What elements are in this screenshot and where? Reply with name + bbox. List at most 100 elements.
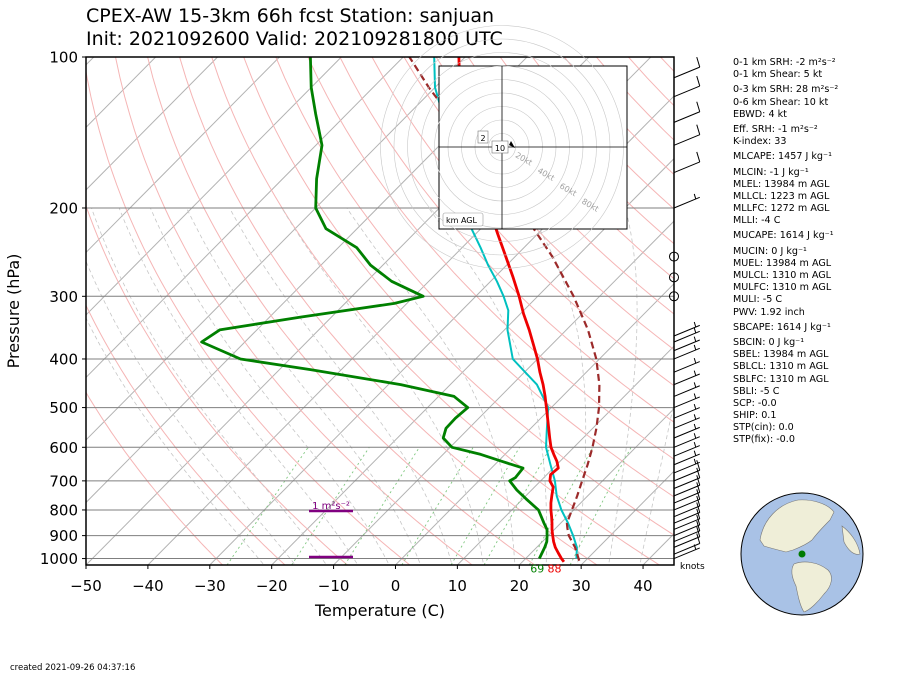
- moist-adiabat-line: [526, 207, 587, 565]
- wind-barb-staff: [673, 491, 700, 504]
- isotherm-line: [86, 57, 404, 379]
- station-marker: [798, 550, 806, 558]
- wind-barb-staff: [673, 530, 700, 543]
- wind-barb-flag: [696, 482, 701, 493]
- parameter-line: MLCAPE: 1457 J kg⁻¹: [733, 151, 832, 163]
- dry-adiabat-line: [86, 68, 411, 565]
- moist-adiabat-line: [281, 207, 484, 565]
- parameter-line: SBEL: 13984 m AGL: [733, 349, 829, 361]
- wind-barb-staff: [673, 461, 700, 474]
- wind-barb-staff: [673, 339, 700, 352]
- skewt-chart: −50 −40 −30 −20 −10 0 10 20 30 40 100 200 300 400 500…: [4, 25, 705, 620]
- moist-adiabat-line: [118, 207, 359, 565]
- wind-barb-half-flag: [693, 404, 697, 410]
- isotherm-line: [86, 57, 157, 129]
- hodograph-legend-box: [442, 212, 484, 227]
- dry-adiabat-line: [243, 57, 674, 536]
- mixing-ratio-line: [483, 447, 551, 565]
- moist-adiabat-line: [86, 317, 265, 565]
- wind-barb-staff: [673, 161, 700, 174]
- wind-barb-half-flag: [693, 336, 697, 342]
- mixing-ratio-line: [344, 447, 420, 565]
- dry-adiabat-line: [147, 57, 536, 565]
- isotherm-line: [86, 57, 218, 191]
- parameter-line: MULCL: 1310 m AGL: [733, 270, 832, 281]
- wind-barb-half-flag: [693, 193, 697, 200]
- hodograph-height-label: 2: [480, 134, 485, 143]
- moist-adiabat-line: [608, 207, 638, 565]
- isotherm-line: [86, 57, 466, 441]
- wind-barb-staff: [673, 436, 700, 448]
- hodograph-height-label: 10: [495, 144, 505, 153]
- mixing-ratio-line: [401, 447, 474, 565]
- wind-barb-flag: [696, 502, 701, 513]
- x-tick-label: 30: [572, 577, 591, 595]
- parameter-line: STP(cin): 0.0: [733, 422, 794, 434]
- hodograph-legend-label: km AGL: [446, 216, 478, 225]
- dewpoint-profile-line: [200, 57, 549, 560]
- wind-barb-half-flag: [693, 450, 697, 456]
- parameter-list: 0-1 km SRH: -2 m²s⁻² 0-1 km Shear: 5 kt 0-…: [733, 57, 838, 447]
- dry-adiabat-line: [275, 57, 674, 498]
- dry-adiabat-line: [467, 57, 674, 280]
- parameter-line: 0-3 km SRH: 28 m²s⁻²: [733, 84, 839, 96]
- wind-barb-staff: [673, 417, 700, 429]
- mixing-ratio-line: [291, 447, 370, 565]
- wind-barb-half-flag: [693, 357, 697, 364]
- wind-barb-staff: [673, 445, 700, 457]
- dry-adiabat-line: [403, 57, 674, 351]
- wind-barb-half-flag: [693, 321, 697, 328]
- wind-barb-half-flag: [693, 344, 697, 351]
- wind-barb-flag: [696, 495, 701, 507]
- parameter-line: K-index: 33: [733, 136, 787, 148]
- parameter-line: SBCIN: 0 J kg⁻¹: [733, 336, 805, 348]
- surface-temperature-f-label: 88: [548, 563, 562, 576]
- helicity-label: 1 m²s⁻²: [312, 501, 350, 512]
- parameter-line: SBLCL: 1310 m AGL: [733, 361, 829, 373]
- y-tick-label: 200: [49, 199, 78, 217]
- hodograph-height-box: [491, 140, 509, 154]
- wind-barb-staff: [673, 547, 700, 560]
- wind-barb-staff: [673, 477, 700, 489]
- dry-adiabat-line: [435, 57, 674, 315]
- y-tick-label: 300: [49, 288, 78, 306]
- north-america-shape: [759, 499, 835, 553]
- parameter-line: SHIP: 0.1: [733, 410, 777, 422]
- parameter-line: MUEL: 13984 m AGL: [733, 257, 832, 269]
- y-tick-label: 900: [49, 527, 78, 545]
- wind-barb-half-flag: [693, 441, 697, 448]
- parameter-line: 0-1 km Shear: 5 kt: [733, 69, 823, 81]
- x-tick-label: 20: [510, 577, 529, 595]
- wind-barb-flag: [696, 75, 701, 87]
- wind-barb-half-flag: [693, 458, 697, 465]
- wind-barb-flag: [696, 101, 701, 112]
- africa-edge-shape: [841, 525, 861, 555]
- temperature-profile-line: [457, 57, 566, 563]
- dry-adiabat-line: [86, 304, 286, 565]
- dry-adiabat-line: [307, 57, 674, 460]
- wind-barb-staff: [673, 66, 700, 79]
- isotherm-line: [456, 345, 674, 565]
- moist-adiabat-line: [639, 400, 674, 565]
- moist-adiabat-line: [229, 207, 453, 565]
- dry-adiabat-line: [86, 204, 349, 565]
- storm-motion-marker: [509, 141, 515, 148]
- x-tick-label: −50: [70, 577, 102, 595]
- wind-barb-half-flag: [693, 327, 697, 334]
- wind-barb-flag: [696, 56, 701, 68]
- wind-barb-staff: [673, 330, 700, 343]
- wind-barb-flag: [696, 489, 701, 500]
- wind-barb-staff: [673, 512, 700, 524]
- wind-barb-staff: [673, 484, 700, 497]
- wind-barb-staff: [673, 134, 700, 146]
- south-america-shape: [791, 561, 832, 613]
- parameter-line: SCP: -0.0: [733, 397, 777, 409]
- wind-barb-flag: [696, 151, 701, 163]
- parameter-line: MLLI: -4 C: [733, 215, 781, 227]
- isotherm-line: [394, 282, 674, 565]
- surface-dewpoint-f-label: 69: [530, 563, 544, 576]
- y-tick-label: 700: [49, 472, 78, 490]
- wind-barb-flag: [696, 475, 701, 486]
- isotherm-line: [209, 95, 674, 565]
- wind-barb-staff: [673, 426, 700, 439]
